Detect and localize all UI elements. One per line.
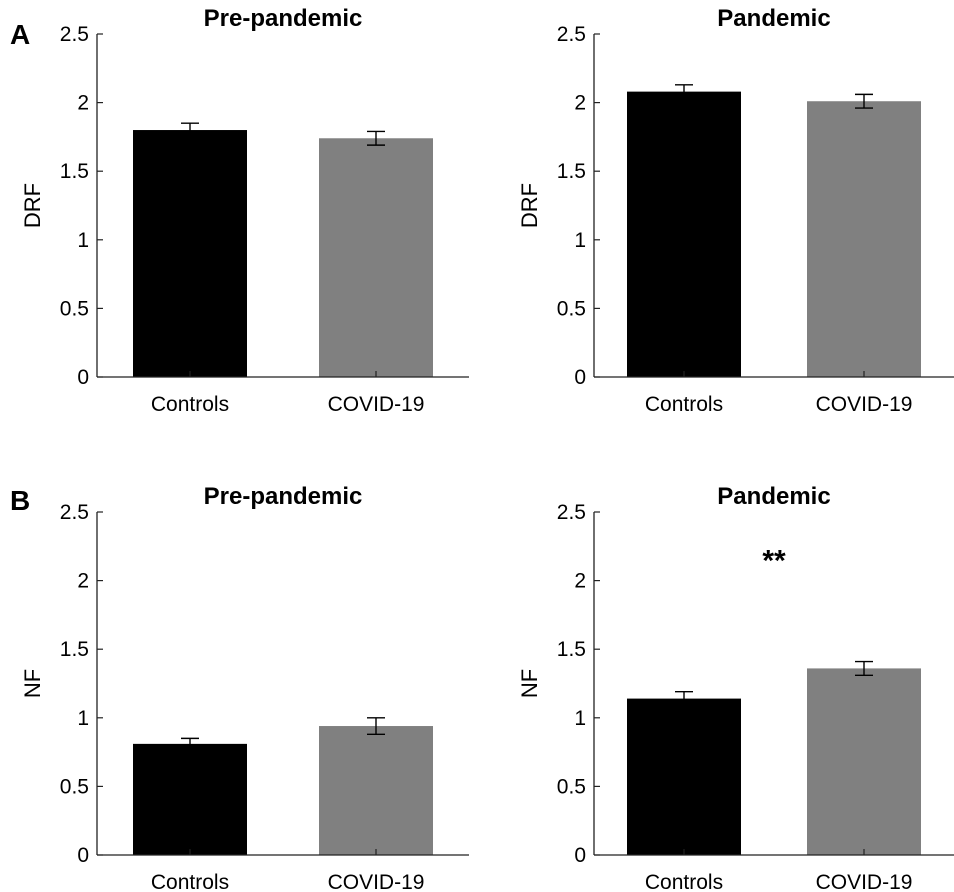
y-tick-label: 1 [574,229,586,252]
bar-covid-19 [807,101,921,377]
x-tick-label: Controls [645,871,723,892]
x-tick-label: COVID-19 [328,871,425,892]
y-tick-label: 1 [77,229,89,252]
chart-title: Pandemic [717,483,830,510]
chart-title: Pre-pandemic [204,5,363,32]
y-tick-label: 2 [77,92,89,115]
y-tick-label: 0.5 [557,297,586,320]
y-tick-label: 0 [574,366,586,389]
y-tick-label: 0 [574,844,586,867]
y-tick-label: 2.5 [60,23,89,46]
bar-controls [627,91,741,378]
y-tick-label: 0.5 [60,297,89,320]
panel-letter-a: A [10,19,30,50]
y-axis-label: NF [20,669,45,698]
y-tick-label: 2 [574,92,586,115]
y-tick-label: 1 [77,707,89,730]
y-tick-label: 2.5 [557,23,586,46]
y-axis-label: DRF [517,183,542,228]
error-bar [181,122,199,138]
bar-controls [133,743,247,855]
chart-title: Pre-pandemic [204,483,363,510]
y-tick-label: 2 [77,570,89,593]
y-tick-label: 1.5 [557,638,586,661]
bar-controls [627,698,741,855]
charts-container: Pre-pandemic 0 0.5 1 1.5 2 2.5 Controls COVID-19… [20,5,954,892]
y-tick-label: 0 [77,844,89,867]
chart-3: Pandemic 0 0.5 1 1.5 2 2.5 Controls COVID-19 NF ** [517,483,954,892]
x-tick-label: Controls [151,871,229,892]
chart-0: Pre-pandemic 0 0.5 1 1.5 2 2.5 Controls COVID-19… [20,5,469,416]
error-bar [675,691,693,707]
panel-letter-b: B [10,485,30,516]
chart-1: Pandemic 0 0.5 1 1.5 2 2.5 Controls COVID-19 DRF [517,5,954,416]
y-tick-label: 0.5 [60,775,89,798]
y-tick-label: 0 [77,366,89,389]
y-tick-label: 1.5 [557,160,586,183]
x-tick-label: Controls [645,393,723,416]
x-tick-label: COVID-19 [328,393,425,416]
x-tick-label: COVID-19 [816,871,913,892]
chart-title: Pandemic [717,5,830,32]
chart-2: Pre-pandemic 0 0.5 1 1.5 2 2.5 Controls COVID-19… [20,483,469,892]
y-tick-label: 1 [574,707,586,730]
error-bar [367,130,385,146]
error-bar [855,660,873,676]
error-bar [855,93,873,109]
bar-controls [133,130,247,377]
y-tick-label: 2.5 [557,501,586,524]
y-axis-label: DRF [20,183,45,228]
bar-covid-19 [319,726,433,855]
error-bar [367,717,385,735]
y-tick-label: 2 [574,570,586,593]
y-tick-label: 2.5 [60,501,89,524]
y-tick-label: 1.5 [60,160,89,183]
bar-covid-19 [807,668,921,855]
y-tick-label: 1.5 [60,638,89,661]
x-tick-label: COVID-19 [816,393,913,416]
y-tick-label: 0.5 [557,775,586,798]
error-bar [181,737,199,751]
bar-covid-19 [319,138,433,377]
y-axis-label: NF [517,669,542,698]
significance-annotation: ** [762,545,786,578]
error-bar [675,84,693,100]
x-tick-label: Controls [151,393,229,416]
